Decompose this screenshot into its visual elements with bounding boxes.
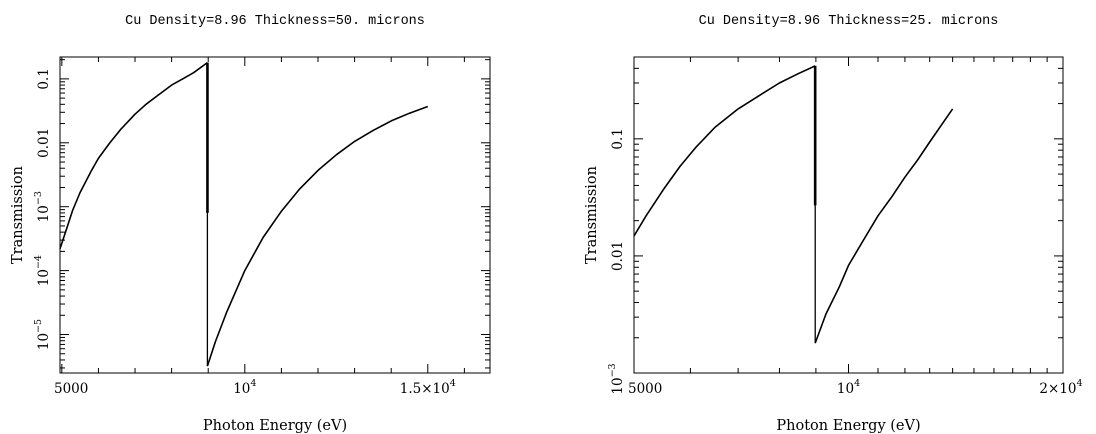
chart-title: Cu Density=8.96 Thickness=25. microns xyxy=(699,14,999,29)
y-tick-label: 10−3 xyxy=(33,191,52,222)
x-tick-label: 104 xyxy=(837,378,860,397)
y-tick-label: 10−3 xyxy=(607,363,626,394)
x-axis-label: Photon Energy (eV) xyxy=(203,418,347,434)
data-series-line xyxy=(206,105,429,367)
y-axis-label: Transmission xyxy=(584,166,600,264)
y-axis-label: Transmission xyxy=(10,166,26,264)
plot-frame xyxy=(633,56,1064,374)
y-tick-label: 10−4 xyxy=(33,255,52,286)
y-tick-label: 0.01 xyxy=(36,128,52,158)
y-tick-label: 0.1 xyxy=(610,128,626,149)
chart-title: Cu Density=8.96 Thickness=50. microns xyxy=(125,14,425,29)
plot-frame xyxy=(59,56,491,374)
x-tick-label: 1.5×104 xyxy=(400,378,456,397)
y-tick-label: 0.1 xyxy=(36,68,52,89)
y-tick-label: 0.01 xyxy=(610,241,626,271)
x-tick-label: 5000 xyxy=(628,381,662,397)
y-tick-label: 10−5 xyxy=(33,319,52,350)
data-series-line xyxy=(814,108,954,344)
x-tick-label: 104 xyxy=(233,378,256,397)
x-axis-label: Photon Energy (eV) xyxy=(776,418,920,434)
x-tick-label: 2×104 xyxy=(1039,378,1082,397)
chart-panel-1: Cu Density=8.96 Thickness=50. microns Pho… xyxy=(10,14,491,434)
x-tick-label: 5000 xyxy=(54,381,88,397)
data-series-line xyxy=(633,65,816,237)
chart-panel-2: Cu Density=8.96 Thickness=25. microns Pho… xyxy=(584,14,1083,434)
data-series-line xyxy=(59,61,208,249)
